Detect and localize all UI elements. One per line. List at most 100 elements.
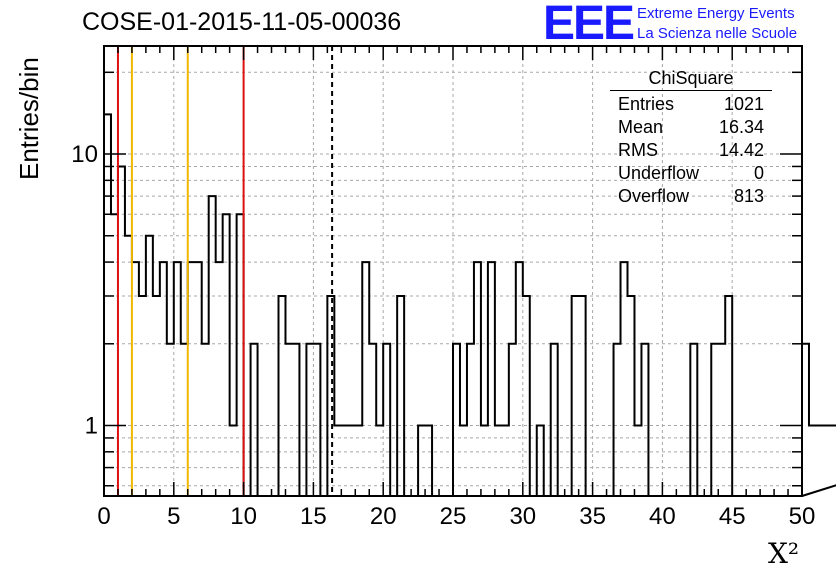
histogram-bin: [202, 344, 209, 496]
stats-title: ChiSquare: [648, 68, 734, 88]
histogram-bin: [327, 296, 334, 496]
x-tick-label: 0: [97, 503, 110, 530]
x-axis-label: X²: [768, 537, 800, 570]
histogram-bin: [334, 426, 341, 496]
stats-row-mean: Mean 16.34: [610, 116, 772, 139]
stats-value: 1021: [723, 94, 764, 114]
histogram-bin: [167, 344, 174, 496]
histogram-bin: [816, 426, 823, 496]
histogram-bin: [383, 344, 390, 496]
stats-row-underflow: Underflow 0: [610, 162, 772, 185]
x-tick-label: 10: [230, 503, 257, 530]
histogram-bin: [397, 296, 404, 496]
y-tick-label: 1: [85, 413, 98, 440]
histogram-bin: [474, 262, 481, 496]
histogram-bin: [118, 166, 125, 496]
histogram-bin: [104, 114, 111, 496]
histogram-bin: [495, 426, 502, 496]
histogram-outline: [103, 113, 836, 497]
histogram-bin: [467, 344, 474, 496]
histogram-bin: [369, 344, 376, 496]
histogram-bin: [460, 426, 467, 496]
histogram-bin: [355, 426, 362, 496]
histogram-bin: [125, 236, 132, 496]
histogram-bin: [376, 426, 383, 496]
histogram-bin: [502, 426, 509, 496]
histogram-bin: [181, 344, 188, 496]
y-axis-label-container: Entries/bin: [8, 57, 44, 210]
x-tick-label: 20: [370, 503, 397, 530]
histogram-bin: [251, 344, 258, 496]
x-tick-label: 45: [719, 503, 746, 530]
stats-value: 0: [753, 163, 764, 183]
histogram-bin: [614, 344, 621, 496]
stats-value: 16.34: [718, 117, 764, 137]
stats-row-entries: Entries 1021: [610, 93, 772, 116]
histogram-bin: [132, 262, 139, 496]
histogram-bin: [418, 426, 425, 496]
histogram-bin: [139, 296, 146, 496]
x-tick-label: 15: [300, 503, 327, 530]
histogram-bin: [188, 262, 195, 496]
stats-divider: [610, 90, 772, 91]
x-tick-label: 35: [579, 503, 606, 530]
histogram-bin: [306, 344, 313, 496]
histogram-bin: [153, 296, 160, 496]
histogram-bin: [572, 296, 579, 496]
histogram-bin: [292, 344, 299, 496]
histogram-bin: [725, 296, 732, 496]
histogram-bin: [285, 344, 292, 496]
histogram-bin: [230, 426, 237, 496]
histogram-bin: [174, 262, 181, 496]
histogram-bin: [516, 262, 523, 496]
x-tick-label: 25: [440, 503, 467, 530]
axis-layer: 0 5 10 15 20 25 30 35 40 45 50 1 10: [71, 45, 815, 530]
histogram-bin: [348, 426, 355, 496]
y-axis-label: Entries/bin: [14, 57, 44, 180]
histogram-bin: [160, 262, 167, 496]
chart-title: COSE-01-2015-11-05-00036: [82, 8, 402, 36]
histogram-bin: [809, 426, 816, 496]
histogram-bin: [146, 236, 153, 496]
stats-label: Mean: [618, 117, 664, 137]
histogram-bin: [453, 344, 460, 496]
stats-label: Overflow: [618, 186, 690, 206]
stats-label: RMS: [618, 140, 658, 160]
histogram-layer: [103, 113, 836, 497]
histogram-bin: [481, 426, 488, 496]
histogram-bin: [718, 344, 725, 496]
histogram-bin: [628, 296, 635, 496]
x-tick-label: 5: [167, 503, 180, 530]
histogram-bin: [711, 344, 718, 496]
histogram-bin: [551, 344, 558, 496]
stats-row-overflow: Overflow 813: [610, 185, 772, 208]
histogram-bin: [823, 426, 830, 496]
histogram-bin: [537, 426, 544, 496]
stats-value: 14.42: [718, 140, 764, 160]
histogram-bin: [111, 214, 118, 496]
histogram-bin: [488, 262, 495, 496]
histogram-bin: [341, 426, 348, 496]
histogram-bin: [195, 262, 202, 496]
eee-logo: EEE: [543, 0, 635, 50]
histogram-bin: [621, 262, 628, 496]
histogram-bin: [634, 426, 641, 496]
histogram-bin: [509, 344, 516, 496]
histogram-bin: [279, 296, 286, 496]
histogram-bin: [641, 344, 648, 496]
histogram-bin: [362, 262, 369, 496]
stats-row-rms: RMS 14.42: [610, 139, 772, 162]
histogram-bin: [579, 296, 586, 496]
histogram-bin: [237, 214, 244, 496]
logo-line-1: Extreme Energy Events: [637, 5, 795, 22]
histogram-bin: [802, 344, 809, 496]
stats-value: 813: [733, 186, 764, 206]
histogram-bin: [523, 296, 530, 496]
x-tick-label: 30: [509, 503, 536, 530]
histogram-bin: [313, 344, 320, 496]
y-tick-label: 10: [71, 141, 98, 168]
stats-label: Underflow: [618, 163, 700, 183]
stats-box: ChiSquare Entries 1021 Mean 16.34 RMS 14…: [610, 66, 772, 208]
histogram-bin: [223, 214, 230, 496]
